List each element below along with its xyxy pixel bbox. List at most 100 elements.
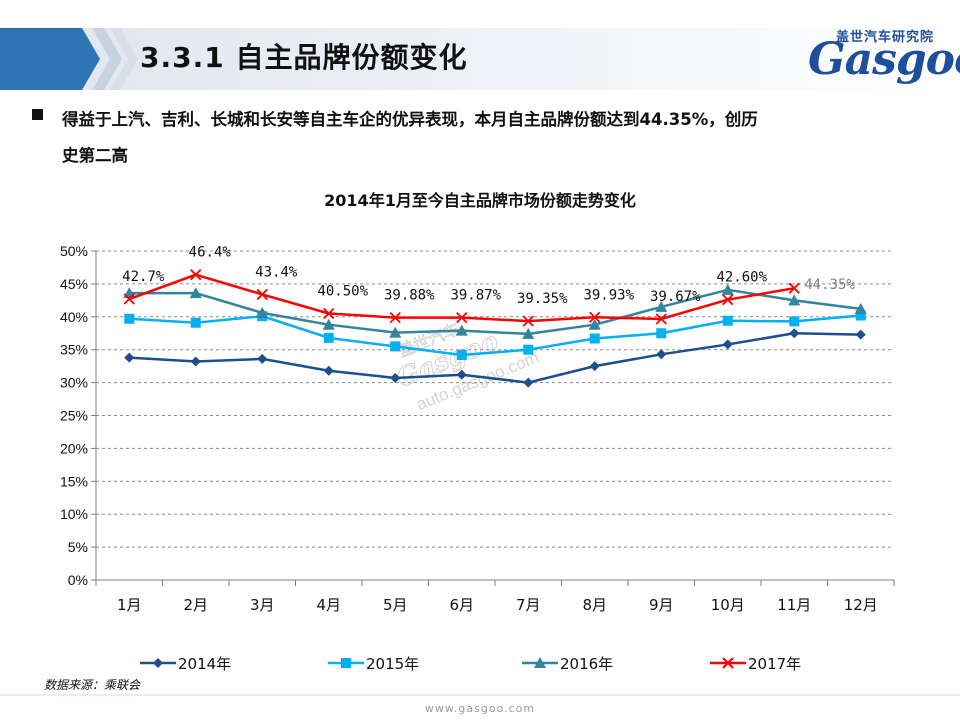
- point-diamond: [257, 353, 268, 364]
- bullet-square-icon: [32, 109, 43, 120]
- point-square: [190, 317, 201, 328]
- point-triangle: [189, 287, 202, 299]
- data-label: 40.50%: [317, 284, 368, 300]
- point-triangle: [588, 318, 601, 330]
- data-label: 39.67%: [650, 289, 701, 305]
- y-tick-label: 15%: [60, 473, 88, 489]
- x-tick-label: 10月: [711, 596, 745, 614]
- point-x: [123, 293, 135, 305]
- intro-line-1: 得益于上汽、吉利、长城和长安等自主车企的优异表现，本月自主品牌份额达到44.35…: [62, 110, 758, 129]
- footer-url: www.gasgoo.com: [424, 702, 536, 715]
- point-diamond: [523, 377, 534, 388]
- legend-label-2017: 2017年: [748, 654, 802, 673]
- point-diamond: [789, 328, 800, 339]
- header-band: [0, 28, 960, 90]
- point-diamond: [190, 356, 201, 367]
- point-diamond: [656, 349, 667, 360]
- legend-label-2016: 2016年: [560, 654, 614, 673]
- legend-triangle-icon: [522, 657, 558, 668]
- point-diamond: [722, 339, 733, 350]
- point-x: [522, 315, 534, 327]
- series-2014年: [124, 328, 866, 388]
- point-x: [389, 311, 401, 324]
- point-square: [323, 332, 334, 343]
- legend-label-2015: 2015年: [366, 654, 420, 673]
- point-x: [655, 313, 667, 325]
- data-label: 43.4%: [255, 264, 298, 280]
- x-tick-label: 11月: [777, 596, 811, 614]
- data-label: 39.35%: [517, 291, 568, 307]
- data-label: 46.4%: [189, 245, 232, 261]
- point-x: [589, 311, 601, 323]
- point-diamond: [323, 365, 334, 376]
- point-triangle: [721, 283, 734, 295]
- x-tick-label: 6月: [449, 596, 474, 614]
- point-triangle: [522, 327, 535, 339]
- y-tick-label: 10%: [60, 506, 88, 522]
- point-triangle: [788, 294, 801, 306]
- point-triangle: [322, 318, 335, 330]
- point-diamond: [390, 372, 401, 383]
- legend-label-2014: 2014年: [178, 654, 232, 673]
- point-diamond: [589, 361, 600, 372]
- point-x: [323, 307, 335, 320]
- x-tick-label: 8月: [582, 596, 607, 614]
- x-tick-label: 3月: [250, 596, 275, 614]
- footer-divider: [0, 694, 960, 696]
- point-square: [855, 310, 866, 321]
- chart-title: 2014年1月至今自主品牌市场份额走势变化: [324, 191, 636, 210]
- intro-line-2: 史第二高: [62, 146, 128, 165]
- legend-diamond-icon: [140, 658, 176, 668]
- brand-name-cn: 盖世汽车研究院: [835, 30, 934, 45]
- point-square: [390, 341, 401, 352]
- point-triangle: [389, 326, 402, 338]
- point-square: [722, 315, 733, 326]
- legend-item-2017: 2017年: [710, 652, 801, 674]
- point-diamond: [124, 352, 135, 363]
- point-square: [124, 313, 135, 324]
- x-tick-label: 5月: [383, 596, 408, 614]
- y-tick-label: 50%: [60, 243, 88, 259]
- y-tick-label: 20%: [60, 440, 88, 456]
- series-2016年: [123, 283, 867, 339]
- legend-square-icon: [328, 658, 364, 668]
- series-line: [129, 332, 861, 384]
- data-label: 39.87%: [450, 288, 501, 304]
- point-x: [722, 294, 734, 306]
- legend-item-2016: 2016年: [522, 652, 613, 674]
- legend-x-icon: [710, 657, 746, 669]
- point-triangle: [655, 300, 668, 312]
- x-tick-label: 4月: [316, 596, 341, 614]
- y-tick-label: 0%: [68, 572, 88, 588]
- page-title: 3.3.1 自主品牌份额变化: [140, 41, 468, 74]
- intro-text: 得益于上汽、吉利、长城和长安等自主车企的优异表现，本月自主品牌份额达到44.35…: [62, 102, 942, 174]
- point-x: [456, 312, 468, 324]
- point-diamond: [456, 369, 467, 380]
- gasgoo-logo: Gasgoo: [808, 34, 960, 85]
- x-tick-label: 9月: [649, 596, 674, 614]
- data-source: 数据来源：乘联会: [44, 678, 141, 692]
- point-x: [788, 282, 800, 294]
- point-x: [256, 288, 268, 301]
- series-line: [129, 314, 861, 357]
- x-tick-label: 2月: [183, 596, 208, 614]
- legend-item-2014: 2014年: [140, 652, 231, 674]
- point-square: [789, 316, 800, 327]
- data-label: 42.60%: [716, 270, 767, 286]
- brand-logo: 盖世汽车研究院 Gasgoo: [798, 26, 960, 85]
- data-label: 44.35%: [804, 277, 855, 293]
- series-line: [129, 288, 861, 336]
- y-tick-label: 45%: [60, 276, 88, 292]
- data-label: 39.88%: [384, 288, 435, 304]
- y-tick-label: 30%: [60, 375, 88, 391]
- y-tick-label: 5%: [68, 539, 88, 555]
- point-triangle: [854, 302, 867, 314]
- point-x: [190, 269, 202, 281]
- point-diamond: [855, 329, 866, 340]
- x-tick-label: 7月: [516, 596, 541, 614]
- data-label: 39.93%: [583, 287, 634, 303]
- y-tick-label: 40%: [60, 309, 88, 325]
- x-tick-label: 1月: [117, 596, 142, 614]
- point-triangle: [256, 306, 269, 318]
